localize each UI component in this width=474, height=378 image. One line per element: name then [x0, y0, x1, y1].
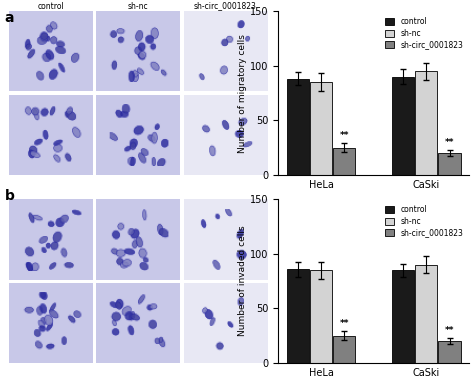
Legend: control, sh-nc, sh-circ_0001823: control, sh-nc, sh-circ_0001823	[383, 203, 465, 239]
Bar	[415, 265, 438, 363]
Bar	[392, 270, 414, 363]
Text: **: **	[340, 131, 349, 140]
Text: **: **	[445, 138, 454, 147]
Y-axis label: CaSki: CaSki	[0, 312, 4, 333]
Legend: control, sh-nc, sh-circ_0001823: control, sh-nc, sh-circ_0001823	[383, 15, 465, 51]
Bar	[333, 147, 356, 175]
Y-axis label: CaSki: CaSki	[0, 124, 4, 146]
Bar	[438, 153, 461, 175]
Text: **: **	[445, 325, 454, 335]
Bar	[287, 79, 309, 175]
Bar	[415, 71, 438, 175]
Text: a: a	[5, 11, 14, 25]
Title: sh-nc: sh-nc	[128, 2, 149, 11]
Bar	[333, 336, 356, 363]
Title: control: control	[38, 2, 64, 11]
Y-axis label: Number of migratory cells: Number of migratory cells	[238, 34, 247, 153]
Y-axis label: Number of invaded cells: Number of invaded cells	[238, 226, 247, 336]
Bar	[438, 341, 461, 363]
Bar	[392, 77, 414, 175]
Bar	[287, 269, 309, 363]
Bar	[310, 270, 332, 363]
Bar	[310, 82, 332, 175]
Y-axis label: HeLa: HeLa	[0, 230, 4, 249]
Text: b: b	[5, 189, 15, 203]
Text: **: **	[340, 319, 349, 328]
Title: sh-circ_0001823: sh-circ_0001823	[194, 2, 257, 11]
